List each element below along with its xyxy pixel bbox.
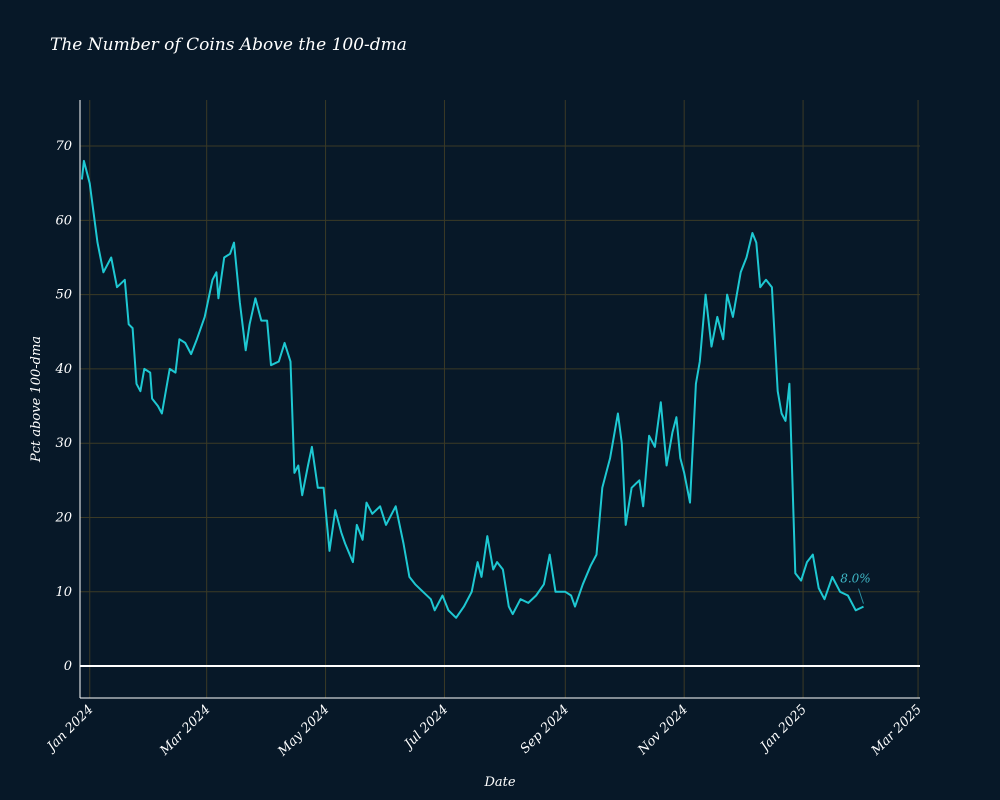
line-series	[80, 159, 864, 619]
y-tick-label: 10	[55, 585, 72, 600]
y-tick-label: 30	[55, 436, 72, 451]
chart-title: The Number of Coins Above the 100-dma	[50, 35, 407, 55]
y-tick-label: 50	[55, 288, 72, 303]
x-axis-label: Date	[483, 775, 515, 790]
y-tick-label: 60	[55, 213, 72, 228]
y-axis-label: Pct above 100-dma	[29, 336, 44, 463]
y-tick-label: 0	[64, 659, 72, 674]
annotation-arrow	[858, 588, 864, 604]
y-tick-label: 20	[54, 510, 72, 525]
annotation: 8.0%	[840, 572, 871, 586]
y-tick-label: 70	[55, 139, 72, 154]
y-tick-label: 40	[54, 362, 72, 377]
